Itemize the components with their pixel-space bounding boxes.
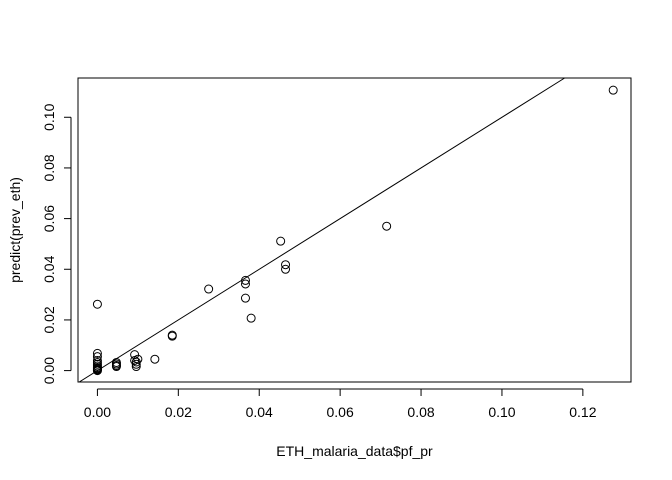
- x-tick-label: 0.00: [84, 404, 111, 420]
- data-point: [167, 331, 177, 341]
- data-point: [204, 284, 214, 294]
- reference-line: [78, 77, 565, 383]
- data-point: [240, 279, 250, 289]
- x-tick-label: 0.04: [246, 404, 273, 420]
- data-point: [111, 362, 121, 372]
- data-point: [133, 354, 143, 364]
- data-point: [608, 85, 618, 95]
- data-point: [246, 313, 256, 323]
- reference-line-layer: [78, 77, 565, 383]
- x-axis: 0.00 0.02 0.04 0.06 0.08 0.10 0.12: [84, 388, 597, 420]
- x-tick-label: 0.08: [407, 404, 434, 420]
- data-point: [276, 236, 286, 246]
- data-point: [131, 357, 141, 367]
- y-tick-label: 0.02: [41, 306, 57, 333]
- data-point: [92, 348, 102, 358]
- y-axis-label: predict(prev_eth): [7, 177, 23, 283]
- x-axis-label: ETH_malaria_data$pf_pr: [276, 443, 433, 459]
- y-axis: 0.00 0.02 0.04 0.06 0.08 0.10: [41, 103, 72, 384]
- data-point: [240, 293, 250, 303]
- y-tick-label: 0.08: [41, 154, 57, 181]
- data-point: [281, 264, 291, 274]
- y-tick-label: 0.04: [41, 255, 57, 282]
- x-tick-label: 0.06: [327, 404, 354, 420]
- data-point: [150, 354, 160, 364]
- y-tick-label: 0.10: [41, 103, 57, 130]
- y-tick-label: 0.06: [41, 205, 57, 232]
- data-point: [281, 260, 291, 270]
- x-tick-label: 0.10: [488, 404, 515, 420]
- x-tick-label: 0.02: [165, 404, 192, 420]
- y-tick-label: 0.00: [41, 357, 57, 384]
- x-tick-label: 0.12: [569, 404, 596, 420]
- data-point: [92, 299, 102, 309]
- data-point: [92, 366, 102, 376]
- points-layer: [92, 85, 618, 376]
- data-point: [382, 221, 392, 231]
- data-point: [131, 359, 141, 369]
- plot-frame: [77, 77, 632, 383]
